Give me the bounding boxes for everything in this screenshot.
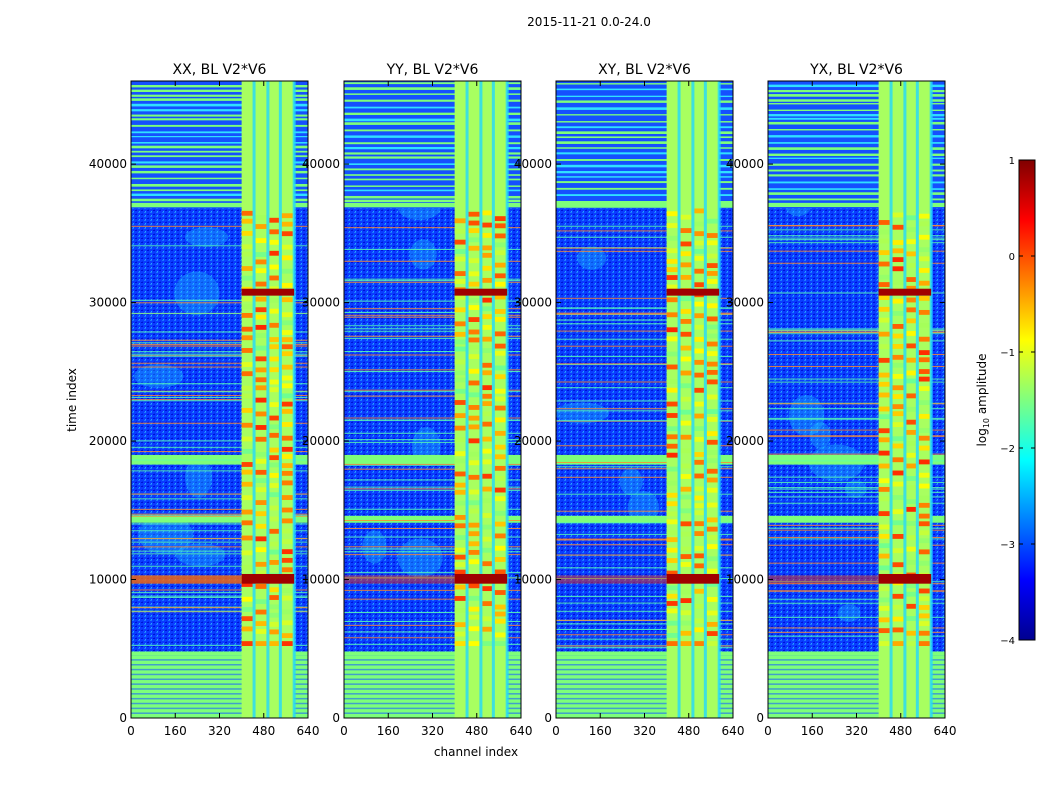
x-tick-label: 480 <box>252 724 275 738</box>
colorbar-label: log10 amplitude <box>975 354 991 447</box>
y-tick-label: 0 <box>544 711 552 725</box>
x-tick-label: 480 <box>465 724 488 738</box>
x-tick-label: 320 <box>633 724 656 738</box>
x-tick-label: 0 <box>127 724 135 738</box>
colorbar-tick-label: 1 <box>1009 156 1015 167</box>
figure-suptitle: 2015-11-21 0.0-24.0 <box>527 15 651 29</box>
x-tick-label: 640 <box>297 724 320 738</box>
colorbar-tick-label: −2 <box>1000 444 1015 455</box>
y-tick-label: 30000 <box>514 296 552 310</box>
y-tick-label: 10000 <box>514 573 552 587</box>
colorbar-tick-label: −3 <box>1000 540 1015 551</box>
y-tick-label: 10000 <box>302 573 340 587</box>
x-tick-label: 0 <box>340 724 348 738</box>
y-tick-label: 10000 <box>726 573 764 587</box>
x-axis-label: channel index <box>434 745 518 759</box>
colorbar-ticks: 1 0 −1 −2 −3 −4 <box>1000 156 1035 647</box>
x-tick-label: 480 <box>677 724 700 738</box>
x-tick-label: 640 <box>510 724 533 738</box>
y-tick-label: 40000 <box>514 157 552 171</box>
y-tick-label: 0 <box>756 711 764 725</box>
y-tick-label: 30000 <box>302 296 340 310</box>
x-tick-label: 640 <box>722 724 745 738</box>
panel-image <box>556 81 733 718</box>
y-tick-label: 10000 <box>89 573 127 587</box>
colorbar-tick-label: −4 <box>1000 636 1015 647</box>
heatmap-panels: XX, BL V2*V6 0 160 320 480 640 0 10000 20000 3000… <box>89 62 957 738</box>
y-tick-label: 30000 <box>89 296 127 310</box>
y-tick-label: 20000 <box>89 434 127 448</box>
y-tick-label: 0 <box>119 711 127 725</box>
y-axis-label: time index <box>65 368 79 432</box>
x-tick-label: 160 <box>164 724 187 738</box>
y-tick-label: 20000 <box>302 434 340 448</box>
y-tick-label: 40000 <box>89 157 127 171</box>
panel-image <box>344 81 521 718</box>
y-tick-label: 40000 <box>726 157 764 171</box>
colorbar: 10−1−2−3−4 log10 amplitude <box>975 156 1036 647</box>
panel-title: YY, BL V2*V6 <box>386 62 479 78</box>
panel-image <box>131 81 308 718</box>
y-tick-label: 40000 <box>302 157 340 171</box>
y-tick-label: 0 <box>332 711 340 725</box>
panel-yy: YY, BL V2*V6 0 160 320 480 640 0 10000 20000 3000… <box>302 62 533 738</box>
panel-title: YX, BL V2*V6 <box>809 62 903 78</box>
panel-title: XX, BL V2*V6 <box>173 62 267 78</box>
colorbar-tick-label: −1 <box>1000 348 1015 359</box>
panel-xx: XX, BL V2*V6 0 160 320 480 640 0 10000 20000 3000… <box>89 62 320 738</box>
colorbar-label-prefix: log <box>975 428 989 446</box>
x-tick-label: 160 <box>801 724 824 738</box>
y-tick-label: 30000 <box>726 296 764 310</box>
colorbar-tick-label: 0 <box>1009 252 1015 263</box>
panel-image <box>768 81 945 718</box>
x-tick-label: 480 <box>889 724 912 738</box>
y-tick-label: 20000 <box>726 434 764 448</box>
panel-xy: XY, BL V2*V6 0 160 320 480 640 0 10000 20000 3000… <box>514 62 745 738</box>
x-tick-label: 320 <box>208 724 231 738</box>
panel-title: XY, BL V2*V6 <box>598 62 691 78</box>
colorbar-label-suffix: amplitude <box>975 354 989 418</box>
y-tick-label: 20000 <box>514 434 552 448</box>
x-tick-label: 0 <box>764 724 772 738</box>
colorbar-gradient <box>1018 159 1036 641</box>
x-tick-label: 160 <box>589 724 612 738</box>
colorbar-label-subscript: 10 <box>982 418 991 428</box>
x-tick-label: 0 <box>552 724 560 738</box>
x-tick-label: 320 <box>421 724 444 738</box>
panel-yx: YX, BL V2*V6 0 160 320 480 640 0 10000 20000 3000… <box>726 62 957 738</box>
x-tick-label: 640 <box>934 724 957 738</box>
x-tick-label: 320 <box>845 724 868 738</box>
x-tick-label: 160 <box>377 724 400 738</box>
